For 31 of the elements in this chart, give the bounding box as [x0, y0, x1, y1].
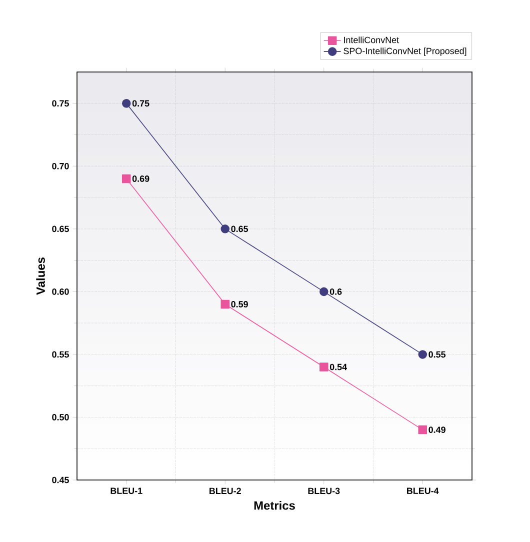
y-tick-label: 0.75	[52, 100, 69, 107]
y-axis-title: Values	[36, 258, 45, 295]
point	[319, 362, 328, 372]
point	[319, 287, 328, 296]
x-tick-label: BLEU-3	[308, 488, 340, 494]
point	[220, 300, 230, 309]
data-label: 0.54	[330, 364, 347, 370]
y-tick-label: 0.70	[52, 162, 69, 170]
legend-label: IntelliConvNet	[344, 36, 399, 44]
legend-label: SPO-IntelliConvNet [Proposed]	[344, 48, 466, 56]
x-axis-title: Metrics	[254, 500, 295, 510]
point	[418, 350, 428, 359]
x-tick-label: BLEU-2	[210, 488, 241, 494]
data-label: 0.65	[231, 226, 248, 232]
y-tick-label: 0.45	[52, 476, 69, 484]
data-label: 0.55	[428, 351, 446, 358]
y-tick-label: 0.55	[52, 351, 69, 358]
y-tick-label: 0.60	[52, 288, 69, 295]
data-label: 0.6	[330, 288, 342, 295]
point	[122, 98, 131, 108]
y-tick-label: 0.50	[52, 414, 69, 420]
data-label: 0.49	[428, 426, 446, 433]
y-tick-label: 0.65	[52, 226, 69, 232]
point	[220, 224, 230, 234]
point	[418, 425, 428, 434]
data-label: 0.75	[132, 100, 150, 107]
data-label: 0.69	[132, 176, 150, 182]
x-tick-label: BLEU-1	[110, 488, 142, 494]
x-tick-label: BLEU-4	[407, 488, 439, 494]
point	[122, 174, 131, 184]
data-label: 0.59	[231, 301, 248, 308]
